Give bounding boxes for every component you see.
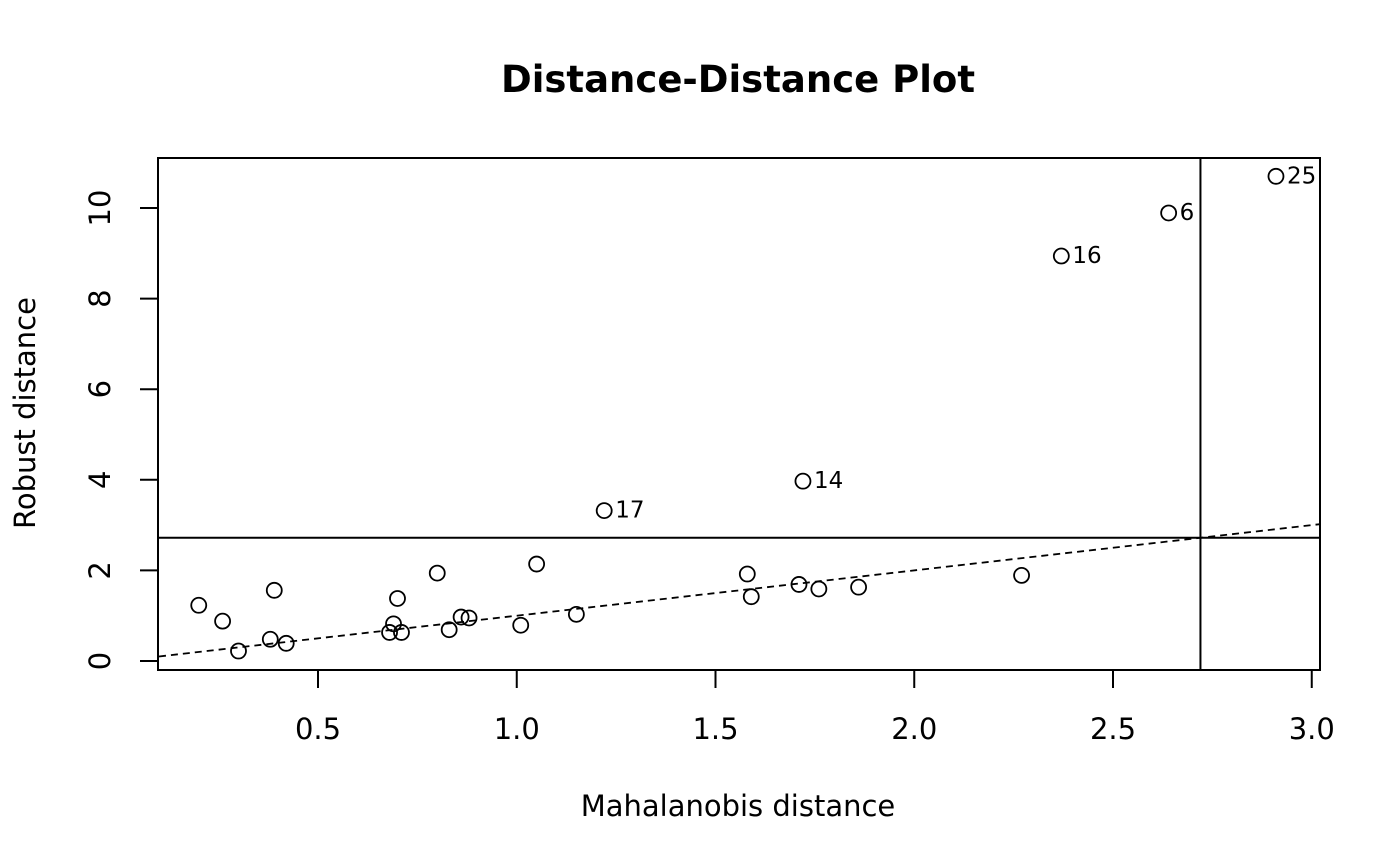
data-point (389, 590, 406, 607)
point-label: 14 (814, 468, 843, 494)
chart-title: Distance-Distance Plot (501, 58, 975, 101)
plot-area: 0.5 1.0 1.5 2.0 2.5 3.0 0 2 4 6 8 10 17 14 16 6 25 (83, 157, 1335, 746)
x-tick-label: 0.5 (295, 712, 341, 746)
point-label: 16 (1072, 243, 1101, 269)
data-point (393, 624, 410, 641)
data-point (850, 578, 867, 596)
data-point (428, 564, 446, 582)
data-point (512, 616, 530, 634)
data-point (1013, 566, 1030, 584)
y-axis-label: Robust distance (8, 297, 42, 529)
y-tick-label: 8 (83, 289, 117, 307)
point-label: 17 (615, 498, 644, 524)
data-point (738, 565, 756, 583)
data-point (742, 588, 760, 606)
y-tick-label: 4 (83, 471, 117, 489)
data-point (265, 581, 283, 599)
plot-frame (157, 157, 1321, 671)
data-point (214, 612, 232, 630)
data-point (790, 576, 808, 593)
data-point (190, 596, 208, 614)
data-point (794, 472, 812, 490)
data-point (1160, 204, 1178, 222)
y-tick-label: 10 (83, 190, 117, 227)
data-point (1052, 247, 1070, 265)
identity-line (158, 523, 1320, 658)
x-tick-label: 2.0 (891, 712, 937, 746)
data-point (440, 621, 458, 639)
point-label: 25 (1287, 163, 1316, 189)
x-tick-label: 1.0 (494, 712, 540, 746)
data-point (381, 624, 398, 641)
data-point (230, 642, 247, 660)
x-tick-label: 2.5 (1090, 712, 1136, 746)
reference-lines (158, 158, 1320, 670)
data-point (810, 580, 828, 598)
data-point (277, 634, 295, 652)
data-point (452, 608, 470, 626)
y-tick-label: 6 (83, 380, 117, 398)
x-tick-label: 1.5 (692, 712, 738, 746)
data-point (385, 615, 402, 633)
x-tick-label: 3.0 (1289, 712, 1335, 746)
data-point (528, 555, 546, 573)
data-point (1267, 167, 1285, 185)
data-point (261, 630, 279, 648)
y-tick-label: 0 (83, 652, 117, 670)
x-axis-label: Mahalanobis distance (581, 789, 896, 823)
data-point (595, 502, 613, 520)
data-point (460, 609, 478, 627)
y-tick-label: 2 (83, 561, 117, 579)
data-point (567, 605, 585, 623)
point-label: 6 (1180, 200, 1195, 226)
